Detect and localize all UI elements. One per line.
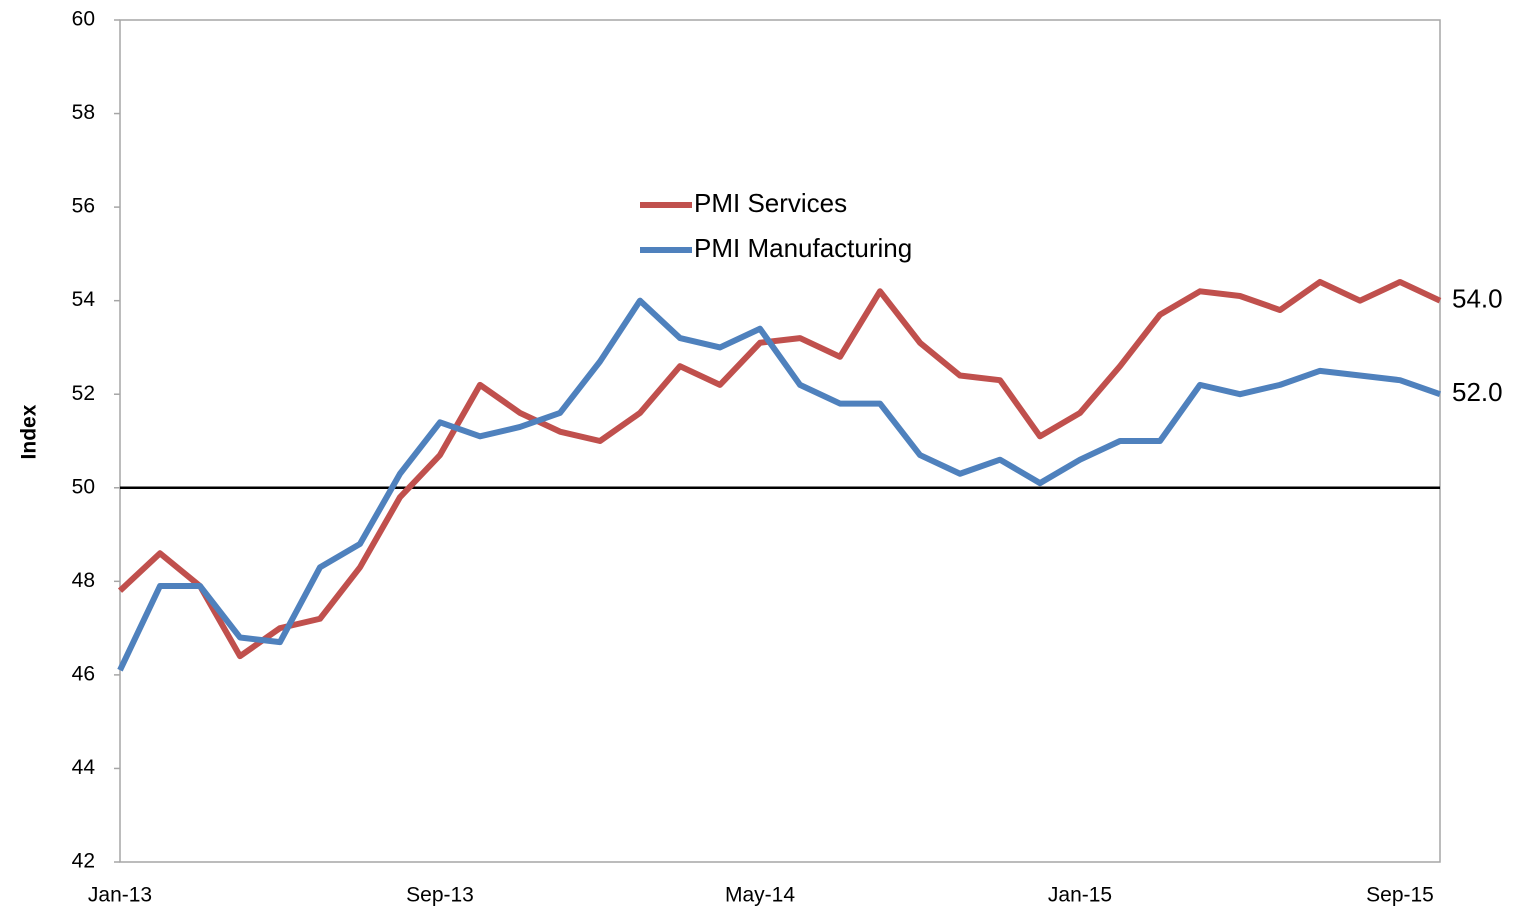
plot-frame — [119, 19, 1441, 863]
y-tick-label: 56 — [72, 195, 95, 218]
legend-label: PMI Services — [694, 188, 847, 218]
x-tick-label: Sep-13 — [406, 884, 474, 907]
y-tick-label: 42 — [72, 850, 95, 873]
y-tick-label: 60 — [72, 8, 95, 31]
x-tick-label: Jan-13 — [88, 884, 152, 907]
x-tick-label: Sep-15 — [1366, 884, 1434, 907]
y-tick-label: 50 — [72, 475, 95, 498]
y-tick-label: 58 — [72, 101, 95, 124]
end-value-label: 54.0 — [1452, 284, 1503, 314]
y-tick-label: 44 — [72, 756, 96, 779]
data-line — [117, 297, 1441, 672]
y-axis-label: Index — [18, 404, 41, 459]
end-value-label: 52.0 — [1452, 377, 1503, 407]
legend-label: PMI Manufacturing — [694, 233, 912, 263]
x-tick-label: May-14 — [725, 884, 795, 907]
x-tick-label: Jan-15 — [1048, 884, 1112, 907]
data-line — [117, 278, 1442, 660]
y-tick-label: 46 — [72, 662, 95, 685]
y-tick-label: 48 — [72, 569, 95, 592]
y-tick-label: 54 — [72, 288, 96, 311]
y-tick-label: 52 — [72, 382, 95, 405]
